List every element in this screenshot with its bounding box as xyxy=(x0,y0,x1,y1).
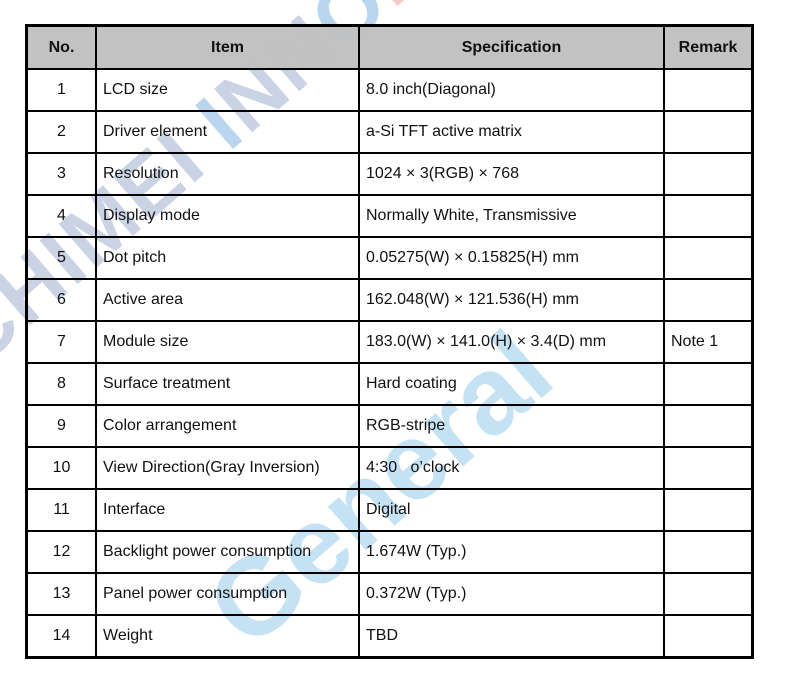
cell-item: Module size xyxy=(95,320,360,364)
cell-no: 6 xyxy=(25,278,97,322)
table-row: 14 Weight TBD xyxy=(25,614,754,659)
header-remark: Remark xyxy=(663,24,754,70)
cell-specification: 4:30 o’clock xyxy=(358,446,665,490)
cell-item: Backlight power consumption xyxy=(95,530,360,574)
cell-remark xyxy=(663,194,754,238)
table-row: 11 Interface Digital xyxy=(25,488,754,532)
table-row: 13 Panel power consumption 0.372W (Typ.) xyxy=(25,572,754,616)
cell-item: Surface treatment xyxy=(95,362,360,406)
table-row: 3 Resolution 1024 × 3(RGB) × 768 xyxy=(25,152,754,196)
cell-specification: 162.048(W) × 121.536(H) mm xyxy=(358,278,665,322)
table-row: 5 Dot pitch 0.05275(W) × 0.15825(H) mm xyxy=(25,236,754,280)
cell-no: 7 xyxy=(25,320,97,364)
header-item: Item xyxy=(95,24,360,70)
table-row: 2 Driver element a-Si TFT active matrix xyxy=(25,110,754,154)
cell-item: LCD size xyxy=(95,68,360,112)
cell-item: Panel power consumption xyxy=(95,572,360,616)
header-specification: Specification xyxy=(358,24,665,70)
cell-specification: a-Si TFT active matrix xyxy=(358,110,665,154)
cell-remark: Note 1 xyxy=(663,320,754,364)
cell-remark xyxy=(663,572,754,616)
cell-specification: TBD xyxy=(358,614,665,659)
cell-remark xyxy=(663,110,754,154)
cell-no: 11 xyxy=(25,488,97,532)
cell-remark xyxy=(663,614,754,659)
cell-no: 2 xyxy=(25,110,97,154)
cell-no: 1 xyxy=(25,68,97,112)
table-row: 6 Active area 162.048(W) × 121.536(H) mm xyxy=(25,278,754,322)
cell-item: View Direction(Gray Inversion) xyxy=(95,446,360,490)
cell-remark xyxy=(663,362,754,406)
cell-remark xyxy=(663,488,754,532)
cell-remark xyxy=(663,278,754,322)
cell-specification: 0.05275(W) × 0.15825(H) mm xyxy=(358,236,665,280)
table-header-row: No. Item Specification Remark xyxy=(25,24,754,70)
cell-specification: Digital xyxy=(358,488,665,532)
table-row: 8 Surface treatment Hard coating xyxy=(25,362,754,406)
cell-specification: 8.0 inch(Diagonal) xyxy=(358,68,665,112)
cell-specification: Hard coating xyxy=(358,362,665,406)
cell-specification: RGB-stripe xyxy=(358,404,665,448)
cell-specification: Normally White, Transmissive xyxy=(358,194,665,238)
cell-remark xyxy=(663,530,754,574)
table-row: 9 Color arrangement RGB-stripe xyxy=(25,404,754,448)
cell-item: Interface xyxy=(95,488,360,532)
cell-no: 3 xyxy=(25,152,97,196)
cell-no: 9 xyxy=(25,404,97,448)
table-row: 7 Module size 183.0(W) × 141.0(H) × 3.4(D)… xyxy=(25,320,754,364)
cell-remark xyxy=(663,404,754,448)
cell-no: 4 xyxy=(25,194,97,238)
cell-specification: 0.372W (Typ.) xyxy=(358,572,665,616)
spec-table: No. Item Specification Remark 1 LCD size 8… xyxy=(25,24,754,659)
cell-no: 8 xyxy=(25,362,97,406)
cell-item: Display mode xyxy=(95,194,360,238)
cell-no: 10 xyxy=(25,446,97,490)
cell-item: Dot pitch xyxy=(95,236,360,280)
cell-item: Color arrangement xyxy=(95,404,360,448)
cell-remark xyxy=(663,68,754,112)
table-row: 12 Backlight power consumption 1.674W (Typ… xyxy=(25,530,754,574)
header-no: No. xyxy=(25,24,97,70)
table-row: 1 LCD size 8.0 inch(Diagonal) xyxy=(25,68,754,112)
cell-item: Driver element xyxy=(95,110,360,154)
cell-no: 5 xyxy=(25,236,97,280)
cell-no: 13 xyxy=(25,572,97,616)
table-row: 10 View Direction(Gray Inversion) 4:30 o’c… xyxy=(25,446,754,490)
cell-specification: 183.0(W) × 141.0(H) × 3.4(D) mm xyxy=(358,320,665,364)
cell-specification: 1.674W (Typ.) xyxy=(358,530,665,574)
cell-item: Resolution xyxy=(95,152,360,196)
cell-no: 12 xyxy=(25,530,97,574)
cell-no: 14 xyxy=(25,614,97,659)
cell-remark xyxy=(663,152,754,196)
table-row: 4 Display mode Normally White, Transmissiv… xyxy=(25,194,754,238)
cell-specification: 1024 × 3(RGB) × 768 xyxy=(358,152,665,196)
cell-remark xyxy=(663,446,754,490)
cell-remark xyxy=(663,236,754,280)
cell-item: Active area xyxy=(95,278,360,322)
cell-item: Weight xyxy=(95,614,360,659)
